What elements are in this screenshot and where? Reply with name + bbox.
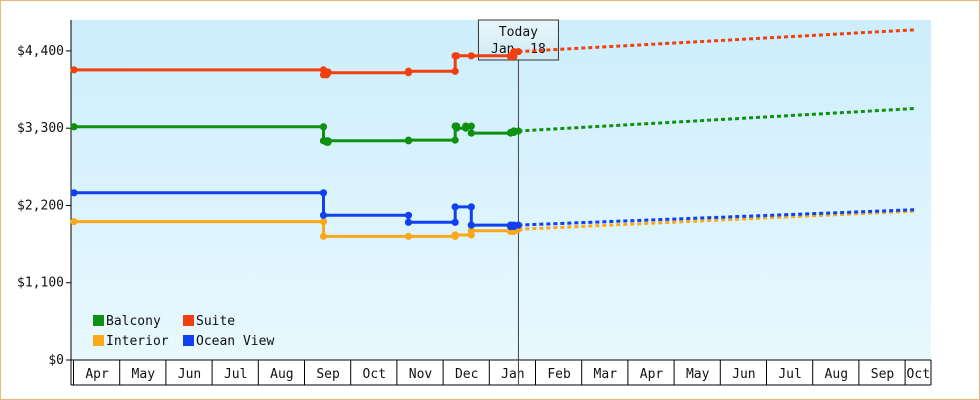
series-balcony <box>70 107 915 146</box>
data-point-suite <box>467 52 475 60</box>
data-point-ocean-view <box>404 211 413 219</box>
series-projection-interior <box>518 209 915 231</box>
data-point-balcony <box>70 123 78 131</box>
data-point-ocean-view <box>451 203 459 211</box>
legend-label-interior: Interior <box>106 334 169 349</box>
legend-swatch-suite <box>183 315 194 326</box>
y-tick-label: $0 <box>48 353 64 368</box>
data-point-ocean-view <box>319 211 328 219</box>
legend: Balcony Suite Interior Ocean View <box>93 314 274 349</box>
data-point-ocean-view <box>451 218 459 226</box>
x-tick-label: Apr <box>85 367 109 382</box>
series-layer <box>70 28 915 240</box>
series-ocean-view <box>70 189 915 231</box>
y-tick-label: $2,200 <box>17 198 64 213</box>
data-point-ocean-view <box>319 189 328 197</box>
x-tick-label: May <box>132 367 156 382</box>
x-tick-label: Oct <box>907 367 930 382</box>
x-tick-label: Aug <box>825 367 848 382</box>
plot-background <box>71 20 931 360</box>
data-point-suite <box>70 66 78 74</box>
data-point-interior <box>404 232 413 240</box>
series-projection-ocean-view <box>518 208 915 227</box>
y-tick-label: $1,100 <box>17 276 64 291</box>
x-tick-label: Aug <box>270 367 293 382</box>
data-point-suite <box>404 67 413 75</box>
data-point-ocean-view <box>514 221 523 229</box>
y-tick-label: $4,400 <box>17 44 64 59</box>
legend-label-ocean-view: Ocean View <box>196 334 274 349</box>
today-label-line1: Today <box>499 25 538 40</box>
series-projection-balcony <box>518 107 915 133</box>
data-point-interior <box>467 227 475 235</box>
x-axis: Apr May Jun Jul Aug Sep Oct Nov Dec Jan Feb Mar Apr M… <box>71 359 932 386</box>
data-point-suite <box>324 69 332 77</box>
data-point-balcony <box>467 129 475 137</box>
x-tick-label: Nov <box>409 367 433 382</box>
legend-label-suite: Suite <box>196 314 235 329</box>
x-tick-label: Oct <box>363 367 386 382</box>
data-point-suite <box>452 52 461 60</box>
data-point-ocean-view <box>467 203 475 211</box>
x-tick-label: Sep <box>871 367 895 382</box>
data-point-interior <box>451 231 459 239</box>
data-point-ocean-view <box>404 218 413 226</box>
data-point-balcony <box>324 137 332 145</box>
legend-swatch-interior <box>93 335 104 346</box>
data-point-balcony <box>462 122 470 130</box>
legend-swatch-balcony <box>93 315 104 326</box>
data-point-interior <box>319 232 328 240</box>
x-tick-label: Feb <box>547 367 571 382</box>
x-tick-label: Jul <box>224 367 247 382</box>
data-point-interior <box>70 218 78 226</box>
x-tick-label: Mar <box>594 367 618 382</box>
data-point-balcony <box>514 127 523 135</box>
data-point-balcony <box>319 123 328 131</box>
data-point-suite <box>451 67 459 75</box>
x-tick-label: Jan <box>501 367 524 382</box>
x-tick-label: Sep <box>316 367 340 382</box>
legend-swatch-ocean-view <box>183 335 194 346</box>
x-tick-label: Jun <box>732 367 755 382</box>
x-tick-label: Jun <box>178 367 201 382</box>
data-point-ocean-view <box>467 221 475 229</box>
data-point-balcony <box>467 122 475 130</box>
x-tick-label: Dec <box>455 367 478 382</box>
series-suite <box>70 28 915 79</box>
data-point-balcony <box>452 124 461 132</box>
series-projection-suite <box>518 28 915 54</box>
data-point-suite <box>514 48 523 56</box>
x-tick-label: May <box>686 367 710 382</box>
data-point-ocean-view <box>70 189 78 197</box>
x-tick-label: Apr <box>640 367 664 382</box>
legend-label-balcony: Balcony <box>106 314 161 329</box>
y-axis: $0 $1,100 $2,200 $3,300 $4,400 <box>17 20 72 385</box>
data-point-balcony <box>451 136 459 144</box>
x-tick-label: Jul <box>778 367 801 382</box>
data-point-balcony <box>404 136 413 144</box>
data-point-interior <box>319 218 328 226</box>
y-tick-label: $3,300 <box>17 121 64 136</box>
